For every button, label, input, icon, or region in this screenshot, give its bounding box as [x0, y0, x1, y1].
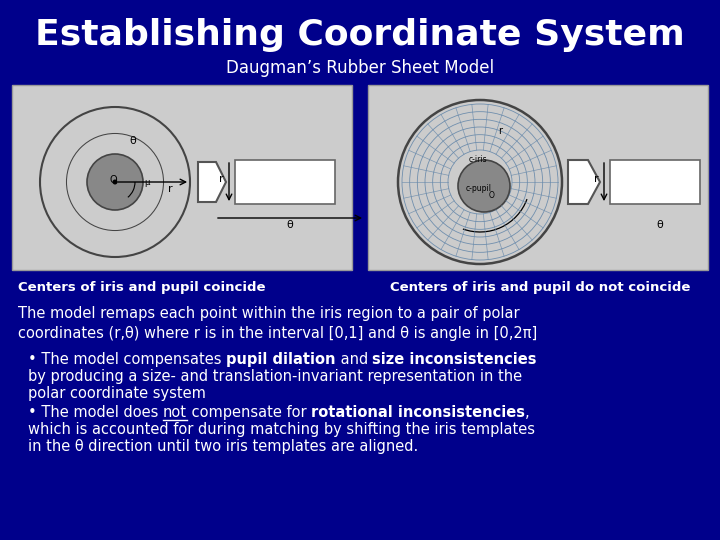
Text: compensate for: compensate for [187, 405, 311, 420]
Circle shape [87, 154, 143, 210]
Text: Establishing Coordinate System: Establishing Coordinate System [35, 18, 685, 52]
Bar [235, 160, 335, 204]
Text: size inconsistencies: size inconsistencies [372, 352, 537, 367]
Text: by producing a size- and translation-invariant representation in the: by producing a size- and translation-inv… [28, 369, 522, 384]
Text: c-pupil: c-pupil [466, 184, 492, 193]
Text: not: not [0, 0, 24, 15]
Text: The model remaps each point within the iris region to a pair of polar
coordinate: The model remaps each point within the i… [18, 306, 537, 341]
Text: r: r [168, 184, 172, 194]
Text: μ: μ [144, 178, 150, 187]
Text: not: not [163, 405, 187, 420]
Circle shape [112, 179, 117, 185]
Text: Centers of iris and pupil coincide: Centers of iris and pupil coincide [18, 281, 266, 294]
Text: Centers of iris and pupil do not coincide: Centers of iris and pupil do not coincid… [390, 281, 690, 294]
Text: r: r [594, 174, 598, 184]
Text: ,: , [526, 405, 530, 420]
Text: r: r [219, 174, 223, 184]
Polygon shape [198, 162, 226, 202]
Text: rotational inconsistencies: rotational inconsistencies [311, 405, 526, 420]
Text: Daugman’s Rubber Sheet Model: Daugman’s Rubber Sheet Model [226, 59, 494, 77]
Text: θ: θ [657, 220, 663, 230]
Text: O: O [109, 175, 117, 185]
Text: r: r [498, 126, 502, 136]
Text: and: and [336, 352, 372, 367]
Text: O: O [489, 191, 495, 200]
Text: θ: θ [130, 136, 136, 146]
Polygon shape [568, 160, 600, 204]
Text: in the θ direction until two iris templates are aligned.: in the θ direction until two iris templa… [28, 439, 418, 454]
Text: polar coordinate system: polar coordinate system [28, 386, 206, 401]
Circle shape [458, 160, 510, 212]
Text: • The model does: • The model does [28, 405, 163, 420]
Bar [610, 160, 700, 204]
Text: pupil dilation: pupil dilation [226, 352, 336, 367]
Circle shape [67, 134, 163, 230]
Text: c-iris: c-iris [469, 155, 487, 164]
Bar [12, 85, 352, 270]
Text: θ: θ [287, 220, 293, 230]
Text: • The model compensates: • The model compensates [28, 352, 226, 367]
Text: which is accounted for during matching by shifting the iris templates: which is accounted for during matching b… [28, 422, 535, 437]
Text: • The model does: • The model does [28, 405, 163, 420]
Bar [368, 85, 708, 270]
